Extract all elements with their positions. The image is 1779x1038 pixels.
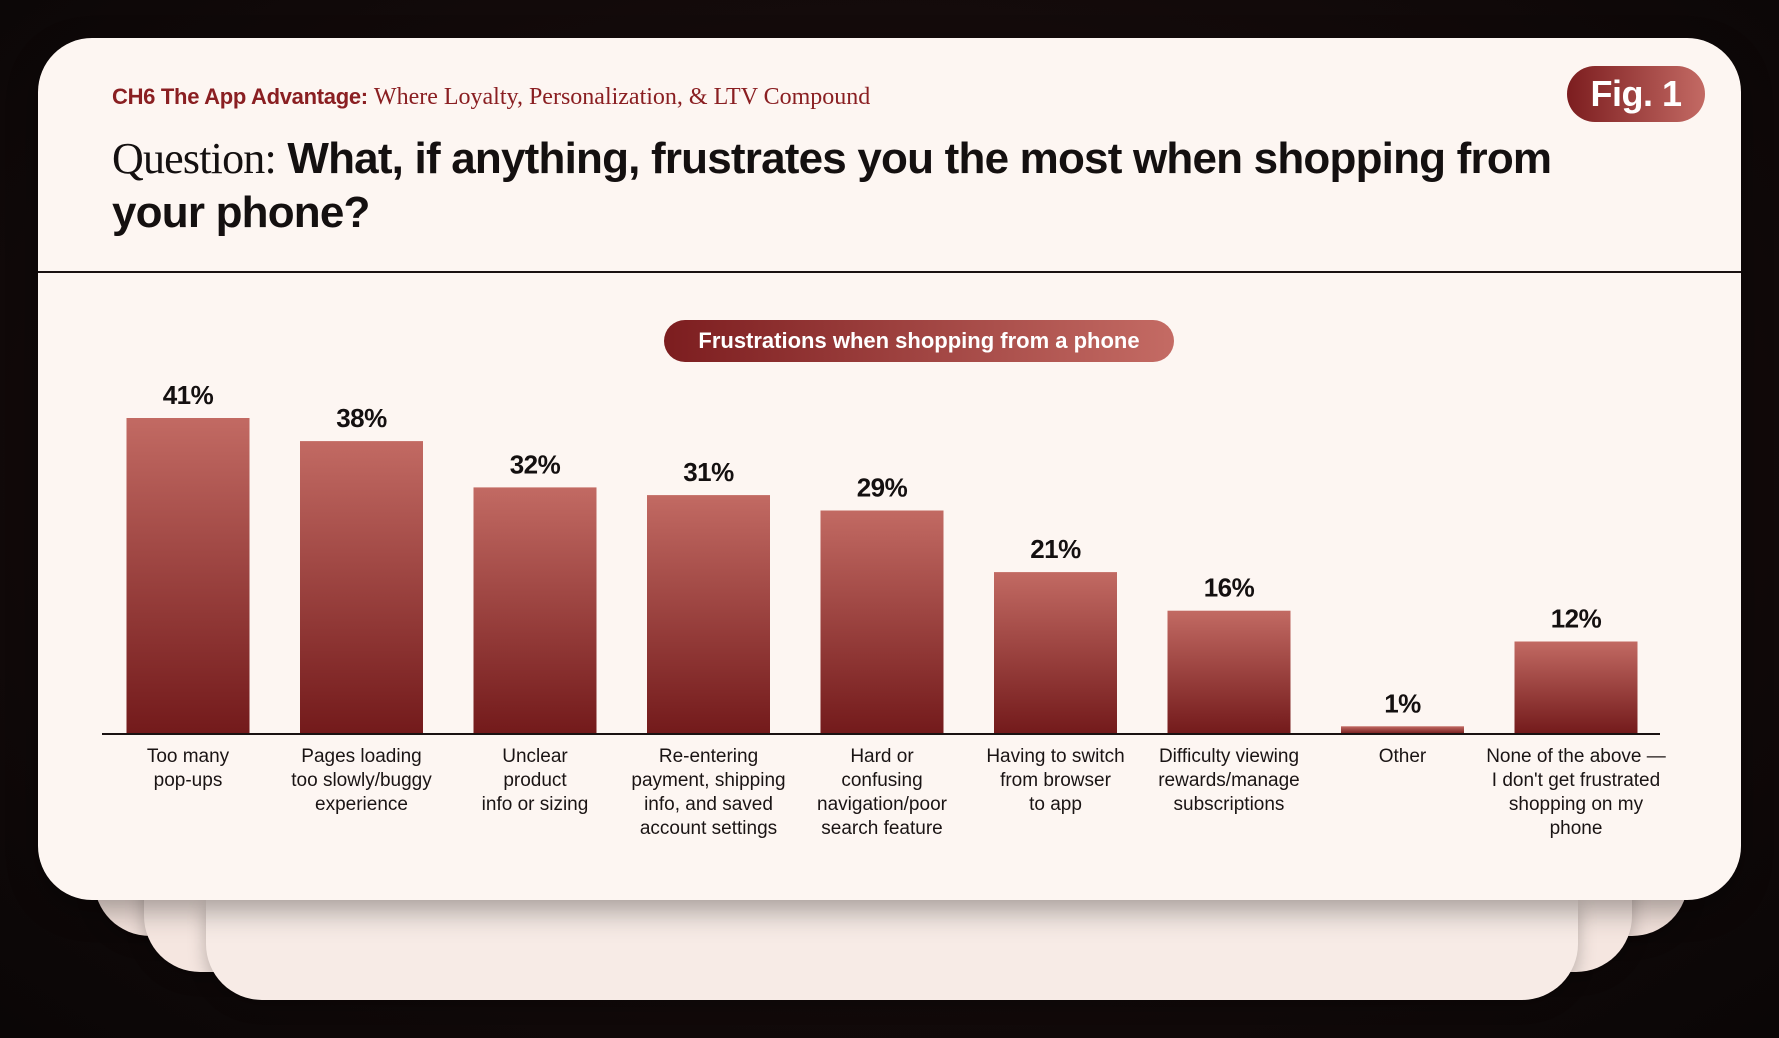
category-label: Pages loading too slowly/buggy experience bbox=[291, 746, 432, 815]
category-label-line: Unclear bbox=[502, 746, 568, 767]
category-label-line: too slowly/buggy bbox=[291, 770, 432, 791]
category-label-line: Re-entering bbox=[659, 746, 758, 767]
bar bbox=[300, 441, 423, 734]
category-label-line: shopping on my bbox=[1509, 794, 1644, 815]
category-label-line: I don't get frustrated bbox=[1492, 770, 1660, 791]
bar-value-label: 31% bbox=[683, 457, 734, 487]
category-label: None of the above — I don't get frustrate… bbox=[1486, 746, 1666, 839]
stacked-card-shadow-3 bbox=[206, 900, 1578, 1000]
bar bbox=[1514, 641, 1638, 734]
category-label-line: from browser bbox=[1000, 770, 1112, 791]
chapter-subtitle: Where Loyalty, Personalization, & LTV Co… bbox=[373, 84, 871, 110]
chapter-heading: CH6 The App Advantage: Where Loyalty, Pe… bbox=[112, 84, 870, 111]
figure-card: CH6 The App Advantage: Where Loyalty, Pe… bbox=[38, 38, 1741, 900]
bar-chart: 41% Too many pop-ups 38% Pages loading too sl… bbox=[102, 380, 1666, 839]
bar-value-label: 16% bbox=[1204, 573, 1255, 603]
question-text: What, if anything, frustrates you the mo… bbox=[112, 134, 1552, 237]
bar bbox=[1341, 726, 1464, 734]
category-label: Other bbox=[1379, 746, 1427, 767]
category-label-line: experience bbox=[315, 794, 408, 815]
category-label-line: rewards/manage bbox=[1158, 770, 1300, 791]
category-label-line: pop-ups bbox=[154, 770, 223, 791]
category-label-line: Hard or bbox=[850, 746, 914, 767]
category-label: Hard or confusing navigation/poor search fe… bbox=[817, 746, 948, 839]
bar bbox=[126, 418, 250, 734]
bar bbox=[647, 495, 770, 734]
chart-title: Frustrations when shopping from a phone bbox=[664, 320, 1174, 362]
bar-value-label: 41% bbox=[163, 380, 214, 410]
bar-value-label: 38% bbox=[336, 403, 387, 433]
bar-value-label: 1% bbox=[1384, 688, 1421, 718]
bar-value-label: 29% bbox=[857, 473, 908, 503]
category-label-line: account settings bbox=[640, 818, 777, 839]
question-title: Question: What, if anything, frustrates … bbox=[112, 132, 1552, 240]
category-label-line: product bbox=[503, 770, 567, 791]
category-label-line: to app bbox=[1029, 794, 1082, 815]
bar-value-label: 32% bbox=[510, 449, 561, 479]
bar bbox=[994, 572, 1117, 734]
category-label: Too many pop-ups bbox=[147, 746, 230, 791]
question-prefix: Question: bbox=[112, 134, 277, 183]
bar-value-label: 12% bbox=[1551, 604, 1602, 634]
category-label-line: Too many bbox=[147, 746, 230, 767]
category-label-line: Having to switch bbox=[986, 746, 1124, 767]
bar bbox=[820, 510, 944, 734]
bar bbox=[473, 487, 597, 734]
category-label-line: phone bbox=[1550, 818, 1603, 839]
category-label-line: None of the above — bbox=[1486, 746, 1666, 767]
category-label: Re-entering payment, shipping info, and sa… bbox=[631, 746, 785, 839]
category-label-line: Pages loading bbox=[301, 746, 421, 767]
figure-badge: Fig. 1 bbox=[1567, 66, 1705, 122]
category-label-line: confusing bbox=[841, 770, 922, 791]
category-label: Difficulty viewing rewards/manage subscrip… bbox=[1158, 746, 1300, 815]
category-label-line: subscriptions bbox=[1174, 794, 1285, 815]
category-label-line: info, and saved bbox=[644, 794, 773, 815]
bar-value-label: 21% bbox=[1030, 534, 1081, 564]
category-label: Unclear product info or sizing bbox=[482, 746, 589, 815]
category-label-line: navigation/poor bbox=[817, 794, 948, 815]
bar bbox=[1167, 610, 1291, 734]
category-label-line: search feature bbox=[821, 818, 942, 839]
category-label: Having to switch from browser to app bbox=[986, 746, 1124, 815]
category-label-line: payment, shipping bbox=[631, 770, 785, 791]
category-label-line: Other bbox=[1379, 746, 1427, 767]
chapter-label: CH6 The App Advantage: bbox=[112, 84, 368, 109]
category-label-line: Difficulty viewing bbox=[1159, 746, 1299, 767]
category-label-line: info or sizing bbox=[482, 794, 589, 815]
header-divider bbox=[38, 271, 1741, 273]
